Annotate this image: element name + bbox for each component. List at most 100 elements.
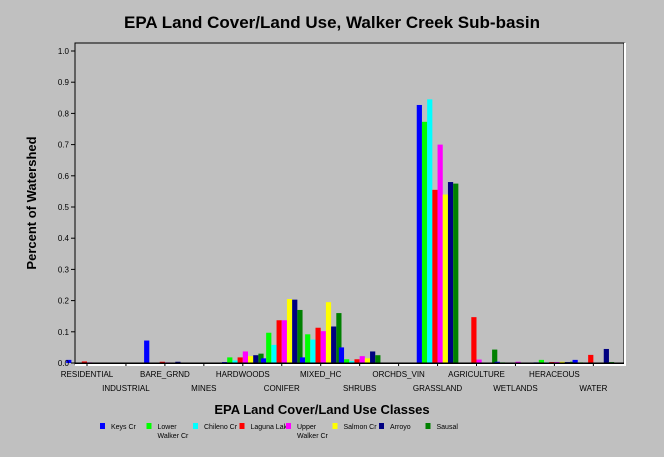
y-tick-label: 0.7 [58,141,70,150]
bar-conifer-6 [292,299,298,363]
bar-conifer-0 [260,358,267,363]
legend-swatch [286,423,291,429]
bar-mixed-hc-6 [331,326,337,363]
x-category-label: HARDWOODS [216,370,270,379]
legend-label: Chileno Cr [204,424,238,431]
bar-heraceous-1 [538,359,544,363]
bar-shrubs-3 [354,359,360,363]
y-tick-label: 0.1 [58,328,70,337]
bar-shrubs-4 [359,356,365,363]
plot-bevel-bottom [75,364,626,366]
legend-label: Arroyo [390,424,411,431]
bar-grassland-6 [447,182,454,363]
legend-label: Sausal [437,424,459,431]
bar-mixed-hc-2 [310,339,316,363]
bar-shrubs-0 [338,347,345,363]
bar-shrubs-5 [364,358,371,363]
x-axis-label: EPA Land Cover/Land Use Classes [214,402,429,417]
bar-hardwoods-1 [227,357,233,363]
bar-mixed-hc-7 [336,313,342,363]
legend: Keys Cr Lower Walker Cr Chileno Cr Laguna La… [100,423,458,440]
legend-label: Upper [297,424,317,431]
y-tick-label: 0.8 [58,109,70,118]
plot-bevel-right [624,43,626,365]
bar-residential-3 [81,361,87,363]
bar-hardwoods-2 [232,360,238,363]
legend-swatch [425,423,431,429]
legend-swatch [146,423,152,429]
bar-shrubs-1 [344,359,350,363]
y-tick-label: 0.9 [58,78,70,87]
legend-label: Walker Cr [158,433,190,440]
legend-swatch [379,423,384,429]
x-category-label: WETLANDS [493,384,537,393]
x-category-label: CONIFER [264,384,300,393]
bar-residential-0 [66,359,72,363]
legend-swatch [239,423,245,429]
bar-water-6 [603,348,609,363]
bar-bare-grnd-3 [159,361,165,363]
bar-grassland-1 [421,121,428,363]
x-category-label: INDUSTRIAL [102,384,150,393]
bar-mixed-hc-3 [315,327,321,363]
bar-bare-grnd-0 [144,340,150,363]
y-tick-label: 0.6 [58,172,70,181]
bar-grassland-3 [432,189,438,363]
bar-grassland-4 [437,144,443,363]
bar-conifer-5 [286,299,293,363]
x-category-label: WATER [579,384,607,393]
y-axis-ticks: 0.0 0.1 0.2 0.3 0.4 0.5 0.6 0.7 0.8 0.9 1.0 [58,47,75,368]
legend-label: Walker Cr [297,433,329,440]
x-category-label: SHRUBS [343,384,376,393]
bar-grassland-7 [453,183,459,363]
bar-agriculture-7 [492,349,498,363]
y-tick-label: 0.4 [58,234,70,243]
x-category-label: AGRICULTURE [448,370,505,379]
y-axis-label: Percent of Watershed [24,136,39,269]
bar-mixed-hc-1 [305,334,311,363]
x-category-label: ORCHDS_VIN [372,370,425,379]
bar-conifer-3 [276,320,282,363]
bar-water-0 [572,359,578,363]
legend-label: Salmon Cr [344,424,378,431]
x-category-label: GRASSLAND [413,384,463,393]
y-tick-label: 0.3 [58,265,70,274]
bar-wetlands-0 [494,361,500,363]
y-tick-label: 0.5 [58,203,70,212]
bar-agriculture-3 [471,317,477,363]
x-category-label: RESIDENTIAL [61,370,114,379]
bar-mixed-hc-5 [325,302,332,363]
legend-swatch [193,423,198,429]
y-tick-label: 0.2 [58,297,70,306]
legend-label: Keys Cr [111,424,137,431]
x-category-label: MIXED_HC [300,370,342,379]
y-tick-label: 0.0 [58,359,70,368]
bar-grassland-0 [416,104,422,363]
y-tick-label: 1.0 [58,47,70,56]
bar-mixed-hc-0 [299,357,306,363]
bar-conifer-4 [281,320,287,363]
bar-shrubs-6 [370,351,376,363]
x-category-label: MINES [191,384,216,393]
bar-hardwoods-4 [242,351,248,363]
legend-label: Laguna Lake [251,424,292,431]
x-category-label: HERACEOUS [529,370,580,379]
x-axis-categories: RESIDENTIAL INDUSTRIAL BARE_GRNDMINESHARDW… [61,363,608,393]
bar-wetlands-4 [515,361,521,363]
bar-water-3 [588,354,594,363]
bar-hardwoods-6 [253,355,259,363]
legend-swatch [332,423,338,429]
bar-heraceous-5 [559,361,565,363]
legend-label: Lower [158,424,178,431]
bar-conifer-7 [297,309,303,363]
bar-conifer-1 [266,332,272,363]
bar-grassland-2 [427,99,433,364]
bar-conifer-2 [271,344,277,363]
x-category-label: BARE_GRND [140,370,190,379]
bar-agriculture-4 [476,359,482,363]
bars-layer [66,99,615,364]
plot-area [74,42,625,365]
bar-mixed-hc-4 [320,331,326,363]
